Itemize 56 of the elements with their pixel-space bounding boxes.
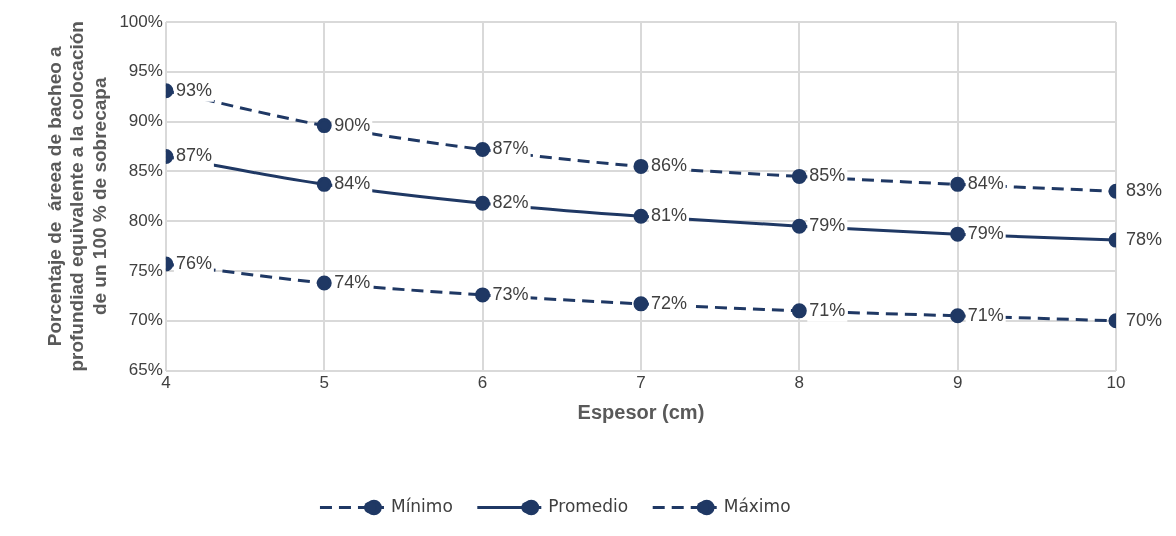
x-tick-label: 5 <box>319 373 329 393</box>
point <box>475 287 491 303</box>
x-tick-label: 8 <box>794 373 805 393</box>
data-label: 86% <box>650 155 687 176</box>
point <box>316 118 332 134</box>
y-tick-label: 100% <box>119 11 163 31</box>
data-label: 72% <box>650 292 687 313</box>
legend-label: Máximo <box>723 495 791 516</box>
point <box>633 296 649 312</box>
data-label: 71% <box>809 299 846 320</box>
legend-label: Mínimo <box>390 495 453 516</box>
data-label: 79% <box>967 223 1004 244</box>
point <box>475 195 491 211</box>
x-axis-title: Espesor (cm) <box>577 400 705 423</box>
y-tick-label: 70% <box>128 310 163 330</box>
point <box>791 303 807 319</box>
y-tick-label: 85% <box>128 161 163 181</box>
data-label: 93% <box>175 79 212 100</box>
data-label: 87% <box>492 138 529 159</box>
data-label: 73% <box>492 283 529 304</box>
point <box>950 308 966 324</box>
y-tick-label: 65% <box>128 360 163 380</box>
data-label: 83% <box>1126 180 1163 201</box>
y-axis-title: Porcentaje de áreea de bacheo a profundiad equivalente a la colocación de un 100 % de sobrecapa <box>43 21 111 372</box>
point <box>950 176 966 192</box>
data-label: 78% <box>1126 229 1163 250</box>
x-tick-label: 4 <box>161 373 171 393</box>
data-label: 90% <box>334 114 371 135</box>
data-label: 84% <box>334 173 371 194</box>
y-tick-label: 75% <box>128 260 163 280</box>
data-label: 81% <box>650 205 687 226</box>
point <box>950 226 966 242</box>
data-label: 79% <box>809 215 846 236</box>
data-label: 87% <box>175 145 212 166</box>
point <box>475 141 491 157</box>
data-label: 70% <box>1126 309 1163 330</box>
x-tick-label: 7 <box>636 373 646 393</box>
point <box>316 176 332 192</box>
data-label: 74% <box>334 271 371 292</box>
point <box>791 168 807 184</box>
point <box>316 275 332 291</box>
point <box>633 208 649 224</box>
x-tick-label: 9 <box>952 373 963 393</box>
data-label: 85% <box>809 165 846 186</box>
x-tick-label: 6 <box>477 373 488 393</box>
y-tick-label: 80% <box>128 210 163 230</box>
point <box>791 218 807 234</box>
data-label: 82% <box>492 192 529 213</box>
data-label: 71% <box>967 304 1004 325</box>
y-tick-label: 95% <box>128 61 163 81</box>
x-tick-label: 10 <box>1106 373 1126 393</box>
legend-label: Promedio <box>548 495 629 516</box>
y-tick-label: 90% <box>128 111 163 131</box>
data-label: 84% <box>967 173 1004 194</box>
data-label: 76% <box>175 253 212 273</box>
point <box>633 158 649 174</box>
